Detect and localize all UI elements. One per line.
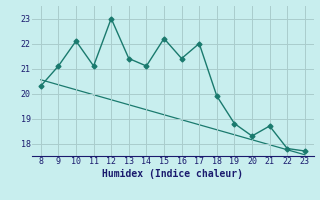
X-axis label: Humidex (Indice chaleur): Humidex (Indice chaleur) (102, 169, 243, 179)
